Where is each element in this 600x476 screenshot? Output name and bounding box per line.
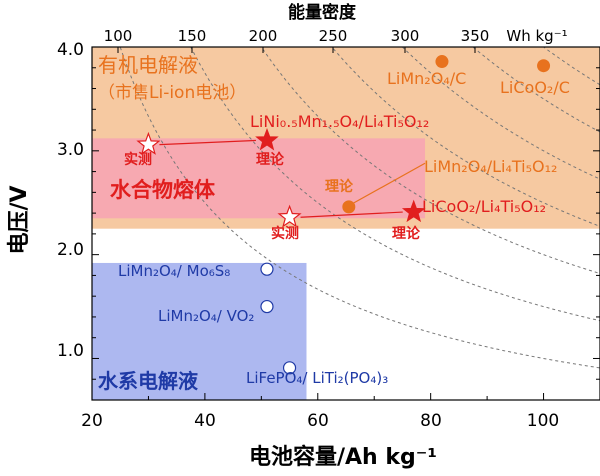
data-point-marker [537,59,551,73]
energy-density-curve [260,47,600,275]
measured-to-theory-arrow [300,211,403,218]
theory-star-marker [401,199,426,223]
data-point-marker [435,55,449,69]
measured-label: 实测 [271,225,299,242]
top-tick-label: 350 [461,27,490,45]
measured-star-marker [277,204,302,228]
energy-density-curve [331,47,600,227]
top-tick-label: 200 [249,27,278,45]
data-point-marker [260,299,274,314]
point-label: LiMn₂O₄/C [387,69,466,88]
top-tick-label: 300 [391,27,420,45]
top-axis-unit: Wh kg⁻¹ [506,27,567,45]
x-tick-label: 80 [420,411,442,431]
top-tick-label: 100 [104,27,133,45]
aqueous-region-title: 水系电解液 [98,369,199,393]
aqueous-electrolyte-region [92,262,307,400]
point-label: LiMn₂O₄/ VO₂ [158,307,254,325]
energy-density-curves [119,47,600,369]
point-label: LiCoO₂/C [500,78,570,97]
point-label: LiMn₂O₄/Li₄Ti₅O₁₂ [424,157,557,176]
top-axis-title: 能量密度 [288,2,357,23]
lmo-lto-leader-line [353,162,426,204]
measured-star-marker [136,131,161,155]
y-tick-label: 3.0 [57,140,84,160]
theory-label: 理论 [392,225,421,242]
organic-region-subtitle: （市售Li-ion电池） [98,83,246,103]
top-tick-label: 250 [319,27,348,45]
top-tick-label: 150 [178,27,207,45]
annotation-lines [159,139,426,218]
hydrate-melt-region [92,138,426,219]
y-tick-label: 4.0 [57,40,84,60]
y-tick-label: 2.0 [57,240,84,260]
point-label: LiNi₀.₅Mn₁.₅O₄/Li₄Ti₅O₁₂ [250,112,429,131]
organic-region-title: 有机电解液 [98,53,198,77]
y-axis-title: 电压/V [7,185,32,254]
data-point-marker [342,200,356,214]
measured-to-theory-arrow [159,139,257,146]
regions [92,47,600,400]
y-tick-label: 1.0 [57,341,84,361]
x-axis-title: 电池容量/Ah kg⁻¹ [249,444,437,470]
x-tick-label: 100 [527,411,559,431]
theory-label: 理论 [325,178,354,195]
axis-ticks [91,46,600,400]
plot-frame [91,46,600,401]
data-point-marker [282,361,297,375]
energy-density-curve [190,47,600,322]
hydrate-region-title: 水合物熔体 [110,178,216,202]
theory-label: 理论 [256,151,285,168]
x-tick-label: 60 [307,411,329,431]
data-point-marker [260,262,274,276]
theory-star-marker [255,127,279,151]
energy-density-curve [119,47,600,369]
point-label: LiMn₂O₄/ Mo₆S₈ [118,262,230,280]
data-points [136,55,551,375]
x-tick-label: 40 [194,411,216,431]
measured-label: 实测 [124,151,152,168]
x-tick-label: 20 [81,411,103,431]
point-label: LiCoO₂/Li₄Ti₅O₁₂ [422,197,546,216]
point-label: LiFePO₄/ LiTi₂(PO₄)₃ [246,369,388,387]
